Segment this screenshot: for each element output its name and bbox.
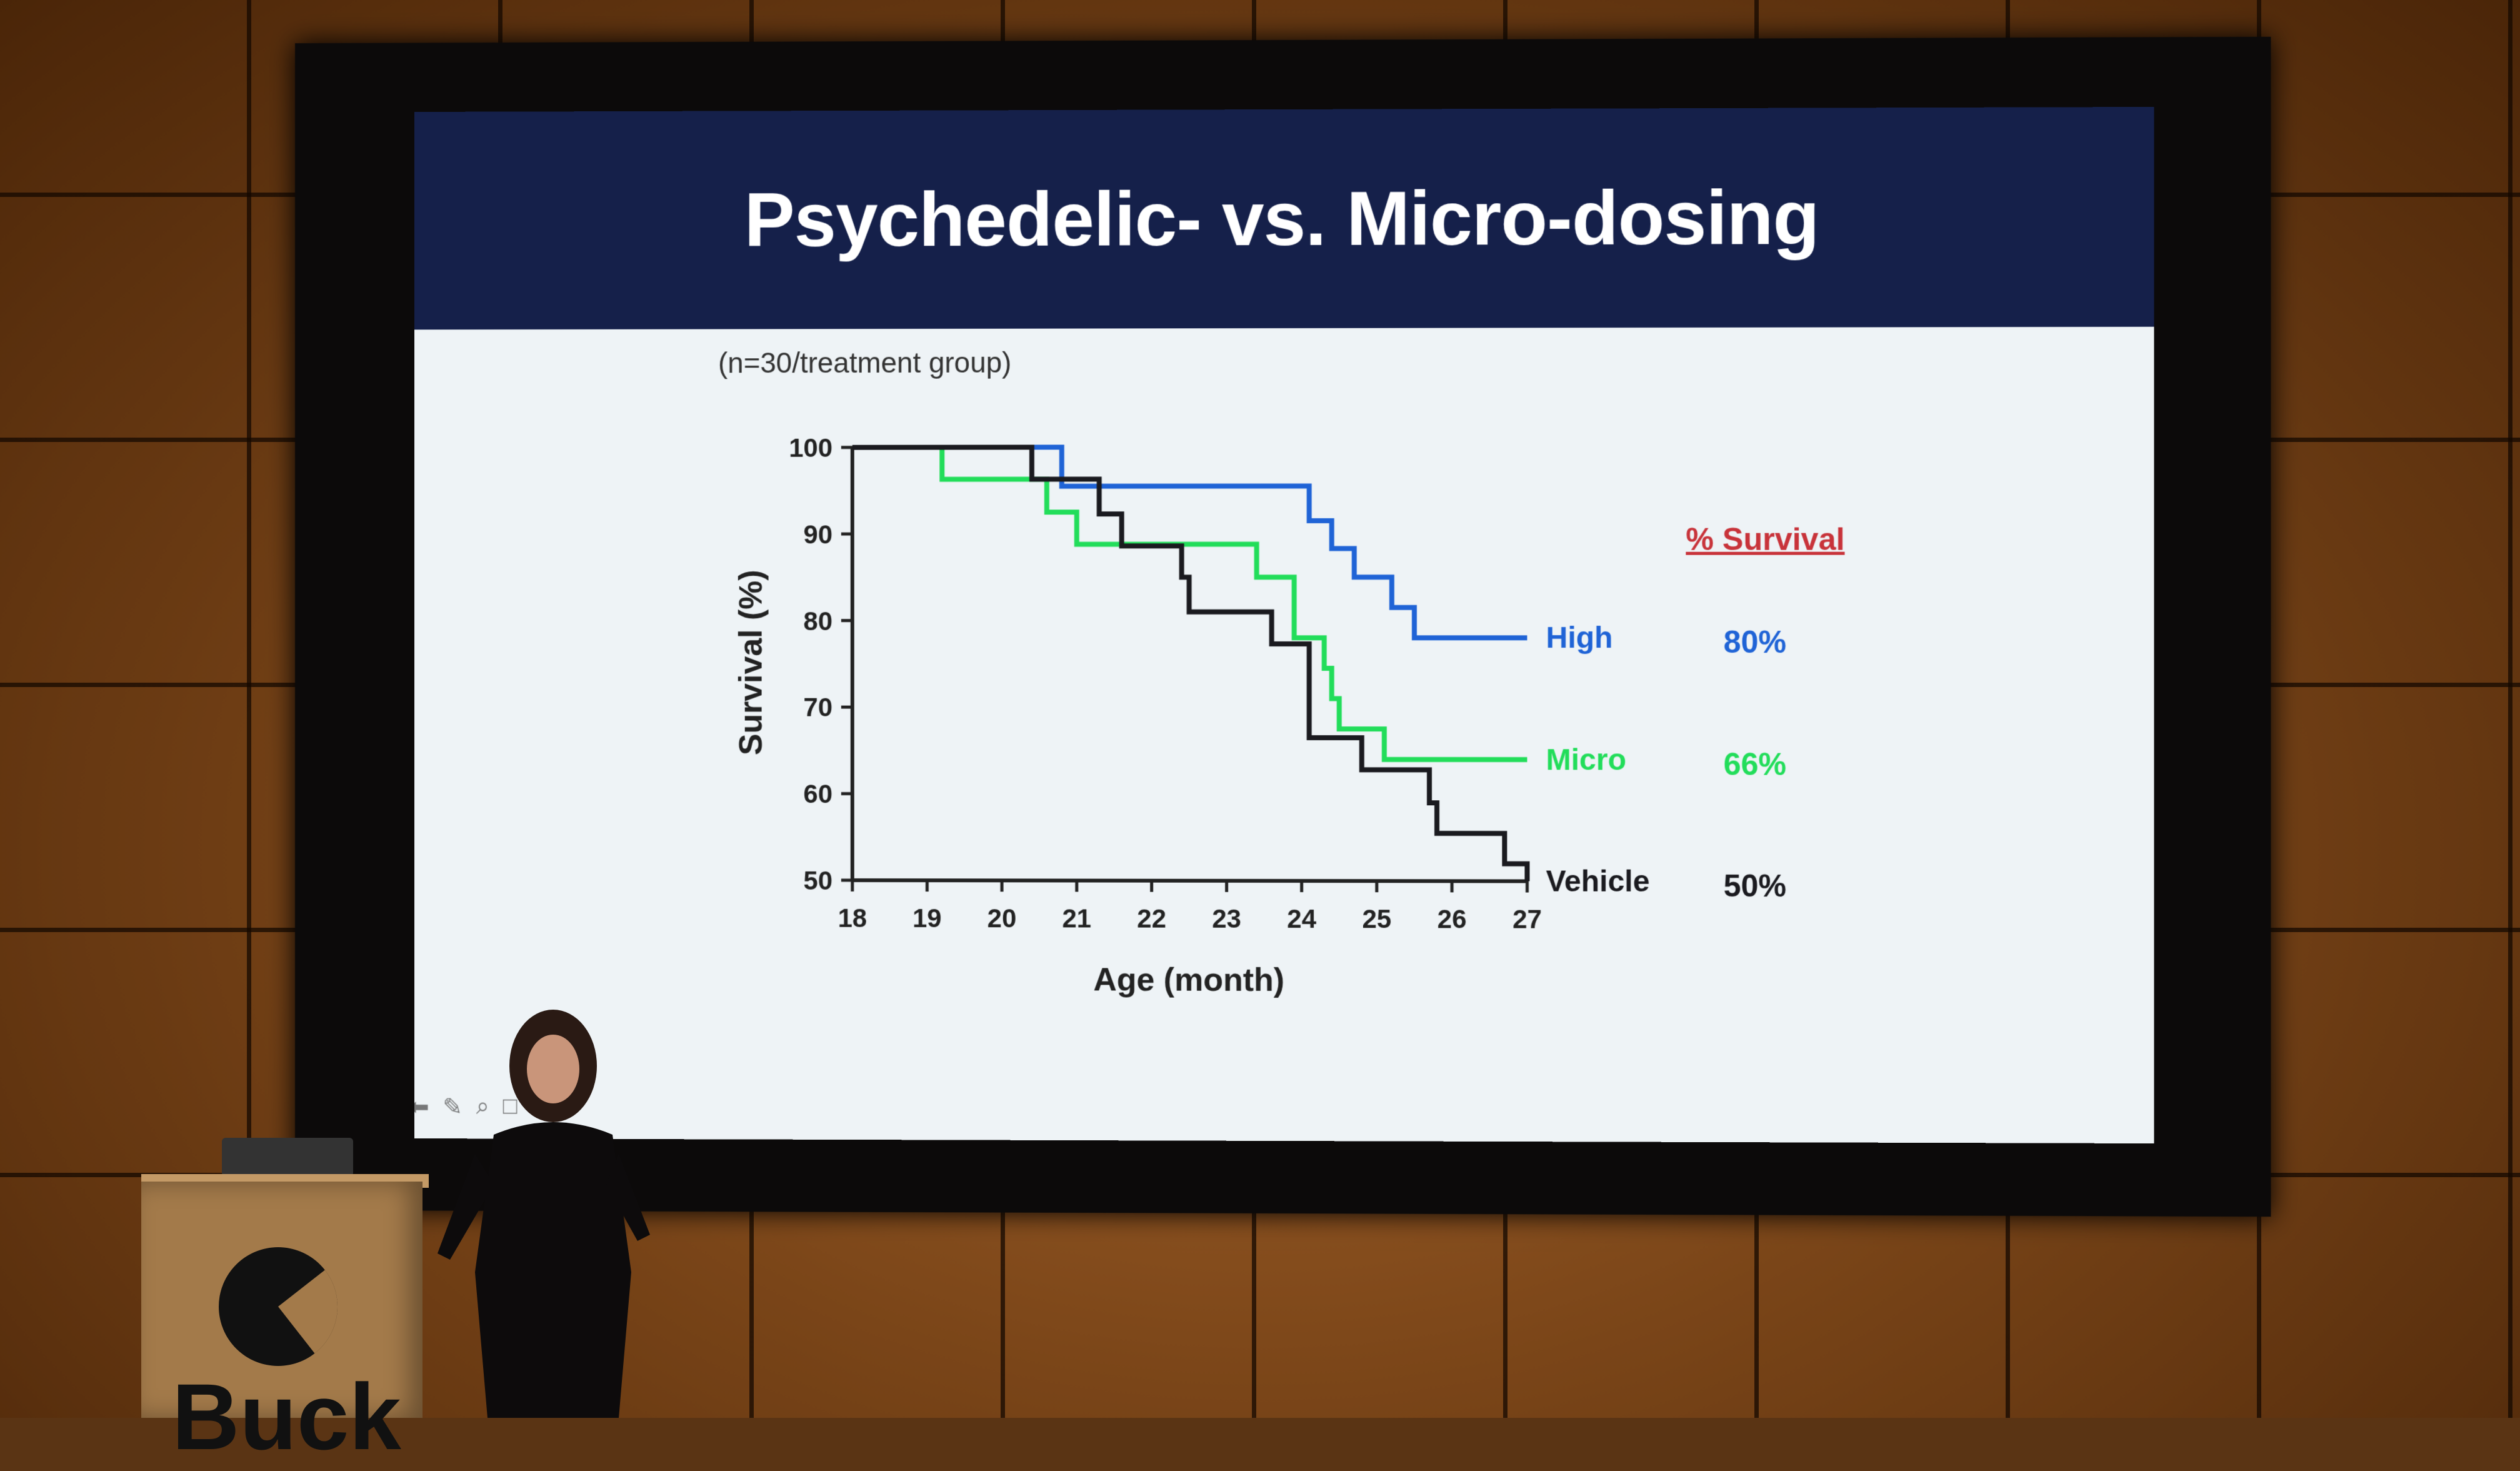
x-tick-label: 21 — [1062, 903, 1091, 933]
buck-logo-icon — [219, 1247, 338, 1366]
x-tick-label: 22 — [1137, 904, 1166, 933]
x-tick-label: 26 — [1438, 904, 1467, 933]
y-tick-label: 100 — [789, 433, 832, 463]
y-tick-label: 90 — [804, 520, 832, 549]
survival-line-vehicle — [852, 447, 1528, 881]
x-tick-label: 20 — [988, 903, 1017, 933]
laptop — [222, 1138, 353, 1177]
survival-value-high: 80% — [1724, 625, 1787, 660]
y-tick-label: 60 — [804, 779, 832, 808]
x-tick-label: 25 — [1362, 904, 1391, 933]
x-tick-label: 27 — [1512, 904, 1542, 933]
plot-area: 18 19 20 21 22 23 24 25 26 27 50 60 70 80 90 100 High 80%… — [789, 432, 1786, 934]
x-tick-label: 18 — [838, 903, 867, 933]
x-tick-label: 19 — [912, 903, 942, 933]
y-tick-label: 70 — [804, 693, 832, 722]
presentation-slide: Psychedelic- vs. Micro-dosing (n=30/trea… — [414, 107, 2154, 1143]
survival-value-vehicle: 50% — [1724, 868, 1787, 903]
podium-logo-text: Buck — [172, 1363, 401, 1471]
x-axis-line — [852, 880, 1528, 881]
legend-title: % Survival — [1686, 521, 1844, 556]
survival-value-micro: 66% — [1724, 746, 1787, 781]
y-axis-label: Survival (%) — [732, 570, 769, 755]
series-label-vehicle: Vehicle — [1546, 865, 1650, 898]
x-axis-label: Age (month) — [1093, 961, 1284, 998]
y-tick-label: 80 — [804, 606, 832, 636]
chart-subtitle: (n=30/treatment group) — [718, 346, 1011, 379]
y-tick-label: 50 — [804, 866, 832, 895]
series-label-high: High — [1546, 621, 1613, 655]
back-icon[interactable]: ⬅ — [414, 1093, 429, 1121]
survival-chart: (n=30/treatment group) Survival (%) Age … — [414, 107, 2154, 1143]
series-label-micro: Micro — [1546, 743, 1626, 776]
presenter-silhouette — [438, 1010, 669, 1418]
x-tick-label: 23 — [1212, 904, 1241, 933]
x-tick-label: 24 — [1287, 904, 1316, 933]
